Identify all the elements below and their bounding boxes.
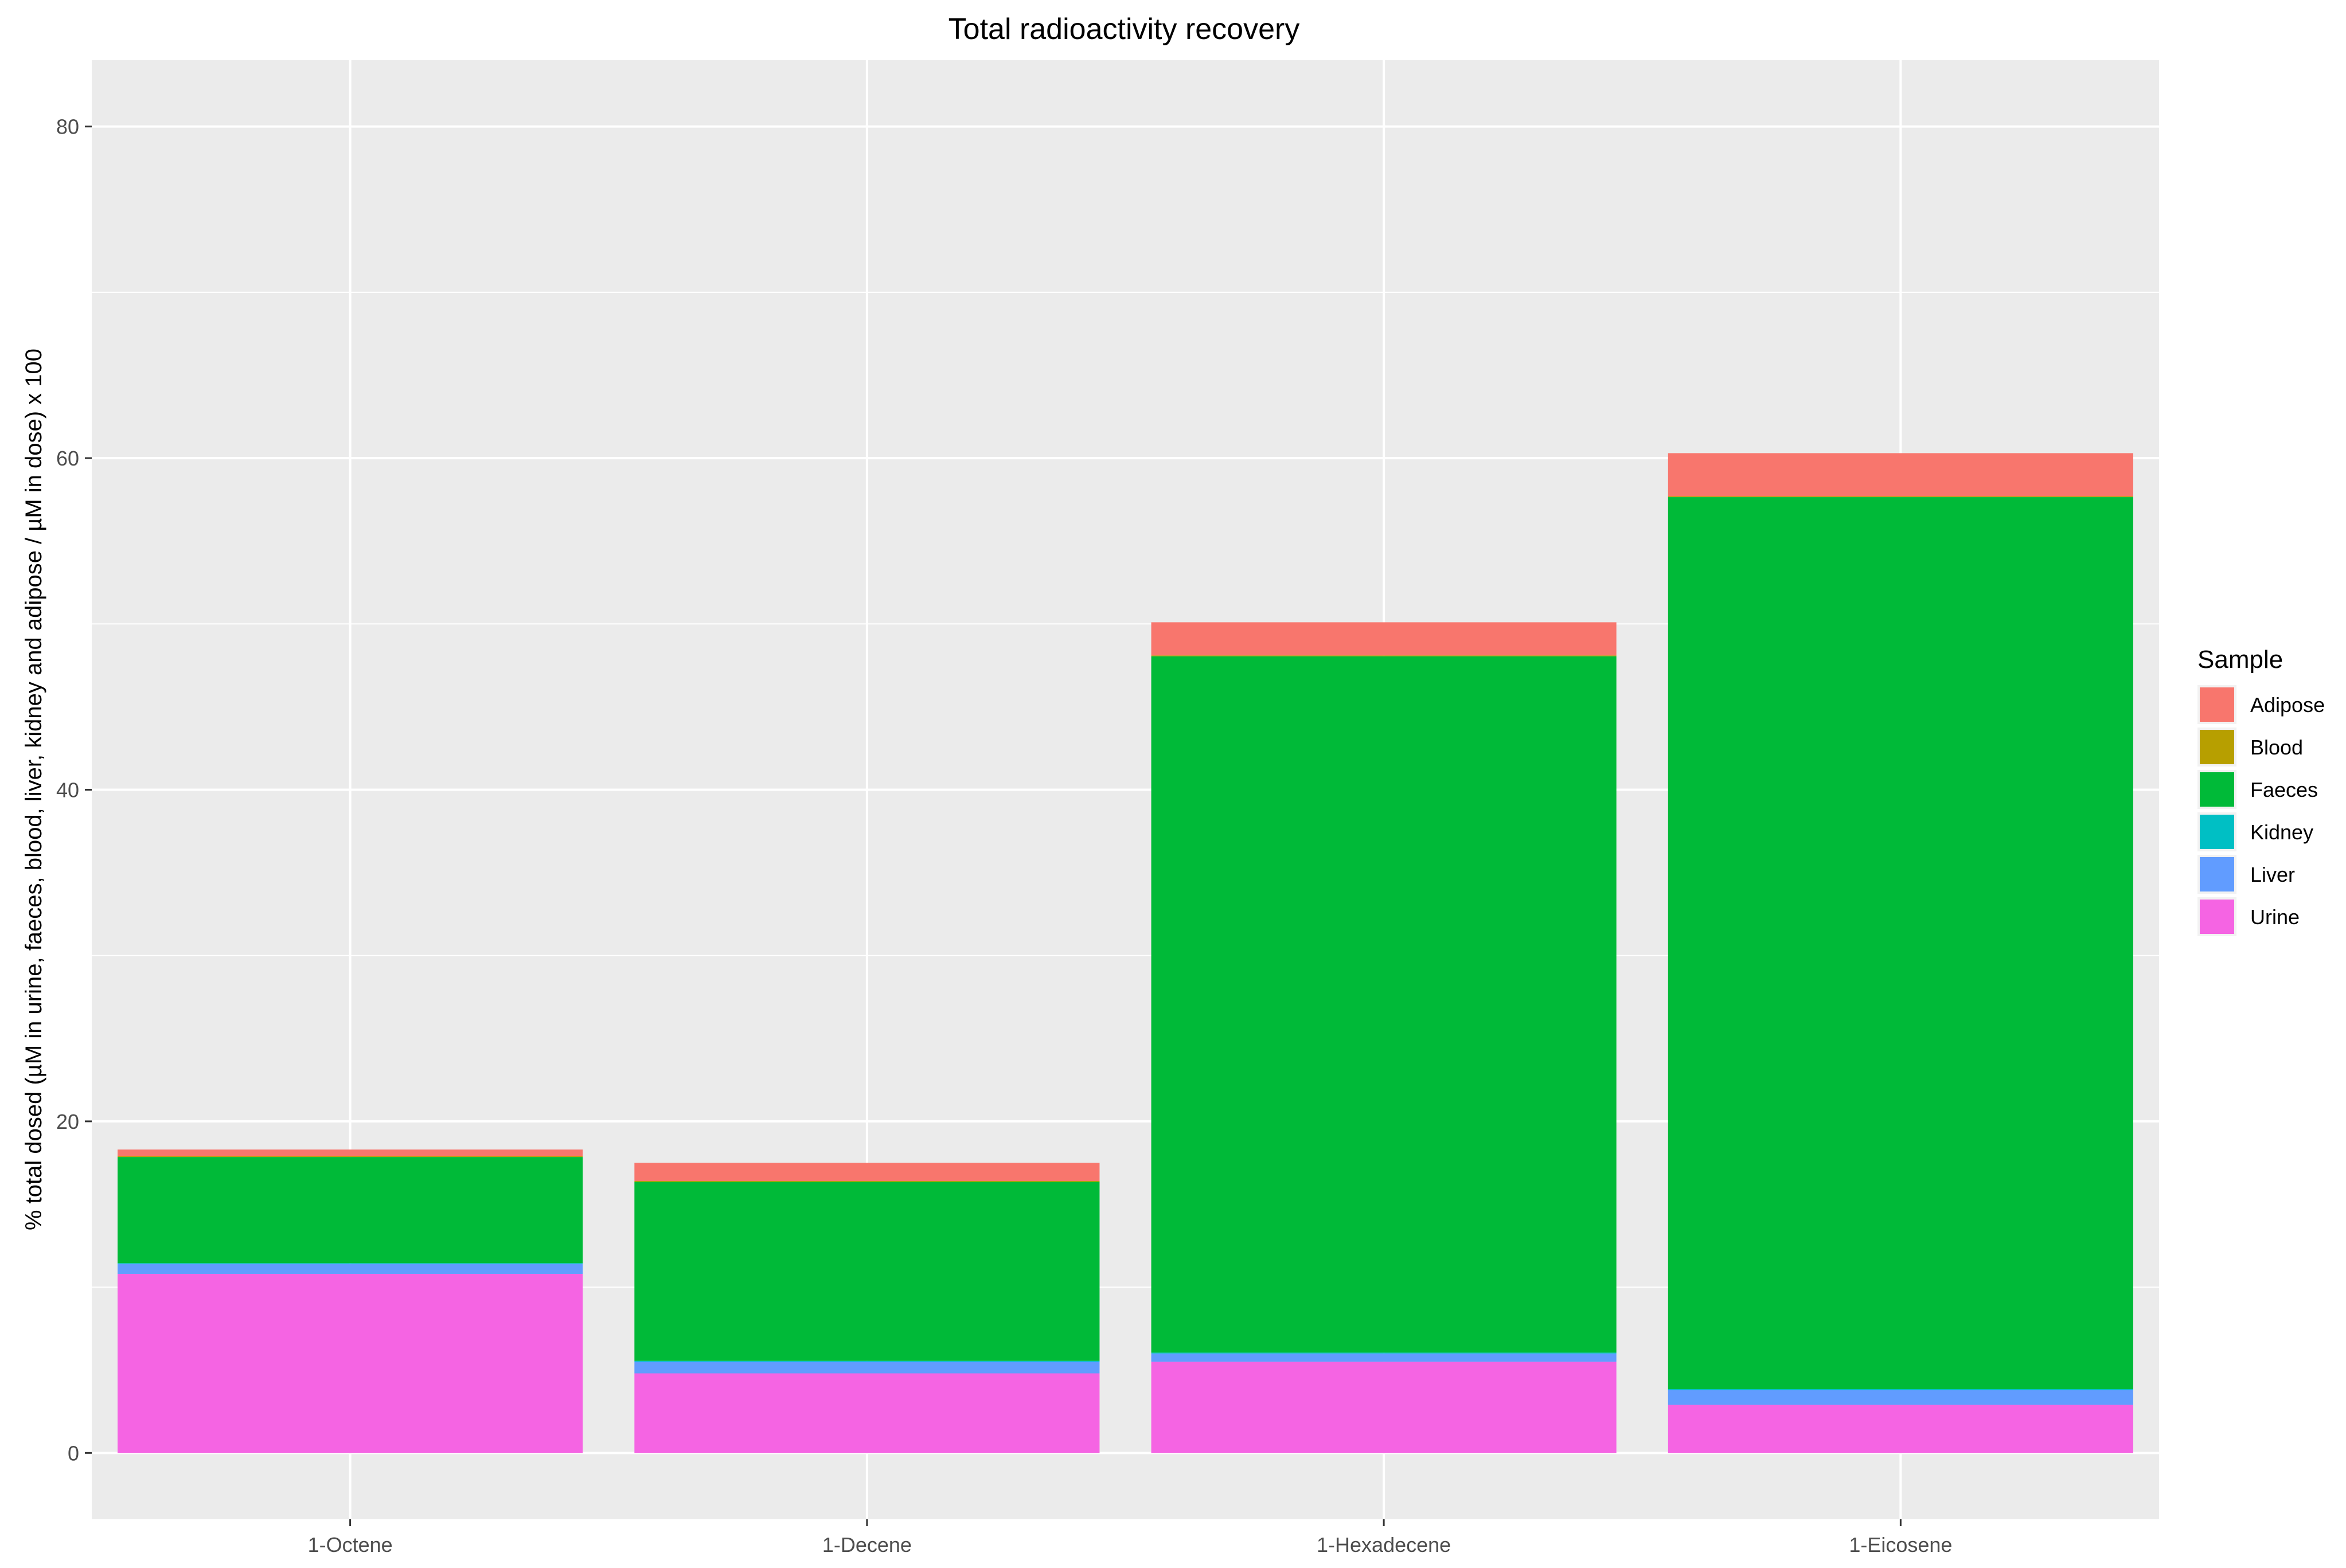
bar-segment-blood <box>634 1181 1100 1182</box>
bar-segment-urine <box>1151 1362 1617 1453</box>
x-tick-label: 1-Eicosene <box>1849 1533 1952 1557</box>
chart-title: Total radioactivity recovery <box>948 13 1300 46</box>
y-tick-label: 60 <box>56 447 79 470</box>
bar-segment-urine <box>1668 1405 2133 1453</box>
bar-segment-adipose <box>1151 622 1617 656</box>
y-tick-label: 20 <box>56 1110 79 1133</box>
y-tick-label: 0 <box>68 1441 79 1465</box>
bar-segment-kidney <box>1668 1389 2133 1390</box>
bar-segment-kidney <box>1151 1352 1617 1354</box>
bar-segment-faeces <box>1151 656 1617 1353</box>
bars <box>118 453 2133 1453</box>
legend-swatch-urine <box>2200 900 2234 934</box>
legend-label: Urine <box>2250 905 2300 929</box>
x-tick-label: 1-Hexadecene <box>1317 1533 1451 1557</box>
bar-segment-liver <box>1151 1353 1617 1362</box>
bar-segment-adipose <box>118 1149 583 1156</box>
y-axis: 0 20 40 60 80 <box>56 115 92 1465</box>
bar-segment-faeces <box>1668 497 2133 1389</box>
y-tick-label: 80 <box>56 115 79 139</box>
legend: Sample Adipose Blood Faeces Kidney Liver Urin… <box>2197 646 2325 936</box>
legend-label: Liver <box>2250 863 2295 886</box>
legend-swatch-liver <box>2200 857 2234 891</box>
bar-segment-liver <box>634 1362 1100 1374</box>
legend-swatch-adipose <box>2200 687 2234 722</box>
legend-swatch-kidney <box>2200 815 2234 849</box>
legend-label: Adipose <box>2250 693 2325 717</box>
bar-segment-kidney <box>634 1360 1100 1362</box>
bar-segment-blood <box>118 1156 583 1158</box>
y-axis-label: % total dosed (µM in urine, faeces, bloo… <box>21 349 46 1230</box>
legend-label: Blood <box>2250 736 2303 759</box>
bar-segment-adipose <box>1668 453 2133 496</box>
bar-segment-faeces <box>634 1182 1100 1361</box>
bar-segment-blood <box>1151 655 1617 656</box>
legend-label: Kidney <box>2250 820 2313 844</box>
x-tick-label: 1-Octene <box>308 1533 393 1557</box>
legend-swatch-blood <box>2200 730 2234 764</box>
legend-swatch-faeces <box>2200 772 2234 807</box>
x-tick-label: 1-Decene <box>822 1533 912 1557</box>
x-axis: 1-Octene 1-Decene 1-Hexadecene 1-Eicosene <box>308 1519 1952 1557</box>
bar-segment-kidney <box>118 1263 583 1264</box>
bar-segment-liver <box>1668 1390 2133 1405</box>
legend-title: Sample <box>2197 646 2283 674</box>
bar-segment-faeces <box>118 1157 583 1264</box>
y-tick-label: 40 <box>56 779 79 802</box>
bar-segment-blood <box>1668 496 2133 498</box>
bar-segment-urine <box>634 1373 1100 1453</box>
bar-segment-adipose <box>634 1163 1100 1182</box>
bar-segment-liver <box>118 1264 583 1274</box>
legend-label: Faeces <box>2250 778 2318 801</box>
bar-segment-urine <box>118 1273 583 1453</box>
